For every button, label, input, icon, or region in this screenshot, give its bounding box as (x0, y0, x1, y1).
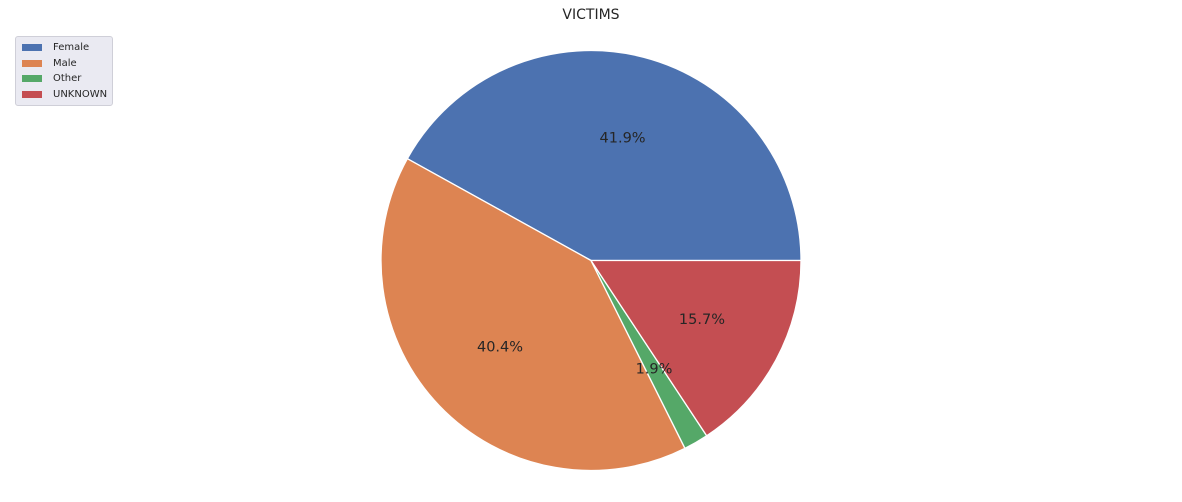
pie-slice-unknown (590, 259, 802, 437)
legend-label-other: Other (53, 73, 82, 85)
chart-title: VICTIMS (562, 7, 620, 23)
pie-label-other: 1.9% (636, 362, 673, 378)
legend-swatch-other (22, 75, 42, 83)
pie-slice-male (380, 158, 686, 472)
legend-label-female: Female (53, 42, 90, 54)
legend-item-female: Female (16, 40, 112, 56)
legend-swatch-male (22, 59, 42, 67)
legend-swatch-unknown (22, 90, 42, 98)
legend-label-unknown: UNKNOWN (53, 88, 108, 100)
pie-label-male: 40.4% (477, 340, 523, 356)
pie-label-female: 41.9% (600, 131, 646, 147)
pie-slice-female (406, 49, 802, 262)
legend-item-male: Male (16, 56, 112, 72)
legend: Female Male Other UNKNOWN (15, 36, 113, 106)
legend-label-male: Male (53, 57, 77, 69)
legend-item-other: Other (16, 71, 112, 87)
pie-label-unknown: 15.7% (679, 312, 725, 328)
legend-item-unknown: UNKNOWN (16, 87, 112, 103)
legend-swatch-female (22, 44, 42, 52)
